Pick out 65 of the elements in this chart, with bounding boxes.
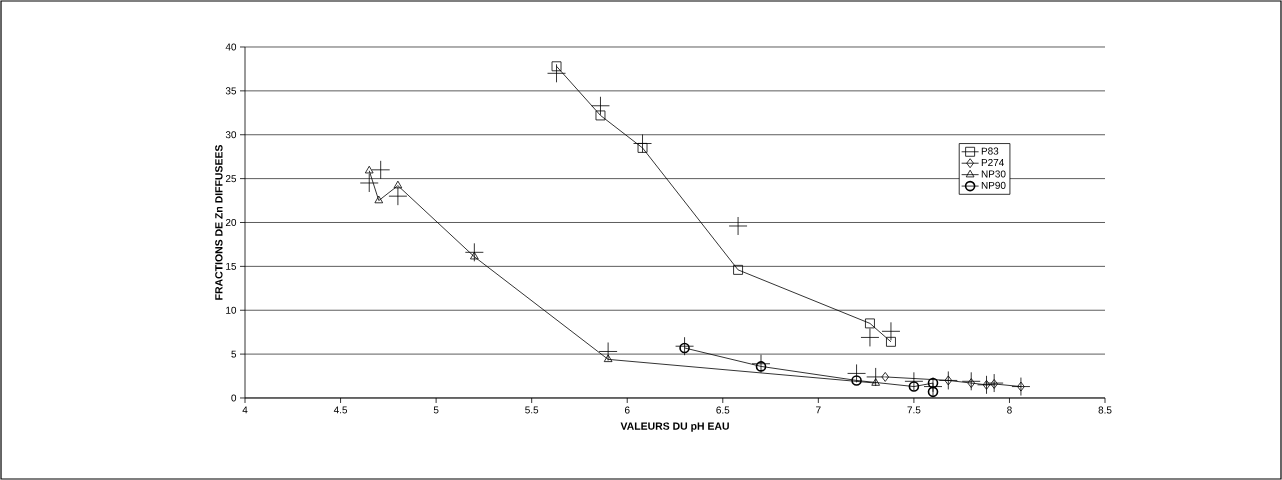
legend-label: NP30 xyxy=(981,170,1006,178)
y-tick-label: 15 xyxy=(226,262,237,270)
point xyxy=(637,143,648,153)
point xyxy=(961,371,981,391)
point xyxy=(908,381,920,392)
point xyxy=(904,371,924,391)
legend-label: NP90 xyxy=(981,181,1006,189)
point xyxy=(871,378,880,386)
point xyxy=(364,165,374,174)
x-tick-label: 7 xyxy=(816,406,821,414)
point xyxy=(851,375,862,386)
y-tick-label: 20 xyxy=(225,218,237,227)
point xyxy=(881,372,890,382)
point xyxy=(847,364,866,383)
point xyxy=(886,336,896,347)
legend-label: P274 xyxy=(981,158,1004,166)
point xyxy=(984,373,1004,393)
x-tick-label: 7.5 xyxy=(907,406,921,414)
x-tick-label: 6 xyxy=(624,406,630,414)
x-axis-title: VALEURS DU pH EAU xyxy=(620,422,729,432)
y-tick-label: 40 xyxy=(225,43,237,51)
y-axis-title: FRACTIONS DE Zn DIFFUSEES xyxy=(215,145,223,300)
point xyxy=(547,63,566,83)
point xyxy=(860,328,880,347)
point xyxy=(755,361,767,372)
y-tick-label: 5 xyxy=(231,350,237,358)
point xyxy=(598,342,618,361)
point xyxy=(603,354,613,363)
point xyxy=(374,195,384,204)
y-tick-label: 10 xyxy=(226,306,237,314)
point xyxy=(733,264,743,275)
point xyxy=(551,61,562,72)
x-tick-label: 5 xyxy=(433,406,439,414)
x-tick-label: 8 xyxy=(1007,406,1012,414)
point xyxy=(393,180,403,189)
point xyxy=(595,110,606,121)
point xyxy=(990,379,998,389)
point xyxy=(470,251,479,260)
y-tick-label: 30 xyxy=(225,131,237,139)
y-tick-label: 25 xyxy=(225,175,237,183)
point xyxy=(388,186,408,206)
point xyxy=(866,367,886,387)
point xyxy=(679,342,690,354)
point xyxy=(464,242,484,262)
x-tick-label: 4 xyxy=(242,406,248,414)
y-tick-label: 35 xyxy=(225,87,237,95)
x-tick-label: 6.5 xyxy=(716,406,730,414)
point xyxy=(967,378,976,388)
point xyxy=(591,96,610,116)
point xyxy=(1017,381,1025,392)
point xyxy=(982,379,991,390)
point xyxy=(728,216,748,236)
point xyxy=(865,318,875,329)
point xyxy=(751,354,771,374)
x-tick-label: 4.5 xyxy=(333,406,348,414)
point xyxy=(927,386,939,398)
y-tick-label: 0 xyxy=(231,394,237,402)
point xyxy=(923,377,943,396)
legend-label: P83 xyxy=(981,147,999,155)
x-tick-label: 5.5 xyxy=(525,406,539,414)
x-tick-label: 8.5 xyxy=(1098,406,1112,414)
point xyxy=(675,336,694,356)
point xyxy=(977,375,996,395)
point xyxy=(1011,377,1031,396)
point xyxy=(359,173,379,193)
